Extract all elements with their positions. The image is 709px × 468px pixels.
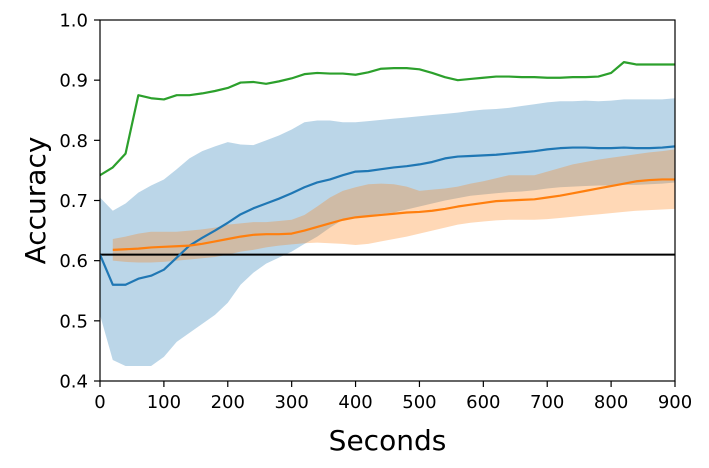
x-axis-label: Seconds <box>329 424 447 457</box>
y-tick-label: 0.6 <box>59 251 88 272</box>
y-tick-label: 0.9 <box>59 71 88 92</box>
x-tick-label: 200 <box>211 392 245 413</box>
y-axis-label: Accuracy <box>19 137 52 265</box>
y-tick-label: 1.0 <box>59 11 88 32</box>
series-0-band <box>100 98 675 366</box>
x-tick-label: 700 <box>530 392 564 413</box>
x-tick-label: 600 <box>466 392 500 413</box>
x-tick-label: 300 <box>274 392 308 413</box>
x-tick-label: 500 <box>402 392 436 413</box>
x-tick-label: 800 <box>594 392 628 413</box>
y-tick-label: 0.8 <box>59 131 88 152</box>
y-tick-label: 0.7 <box>59 191 88 212</box>
x-tick-label: 0 <box>94 392 105 413</box>
y-tick-label: 0.4 <box>59 372 88 393</box>
series-0-line <box>100 145 675 286</box>
x-tick-label: 400 <box>338 392 372 413</box>
x-tick-label: 900 <box>658 392 692 413</box>
series-2-line <box>100 61 675 177</box>
series-1-line <box>112 178 675 251</box>
x-tick-label: 100 <box>147 392 181 413</box>
y-tick-label: 0.5 <box>59 311 88 332</box>
